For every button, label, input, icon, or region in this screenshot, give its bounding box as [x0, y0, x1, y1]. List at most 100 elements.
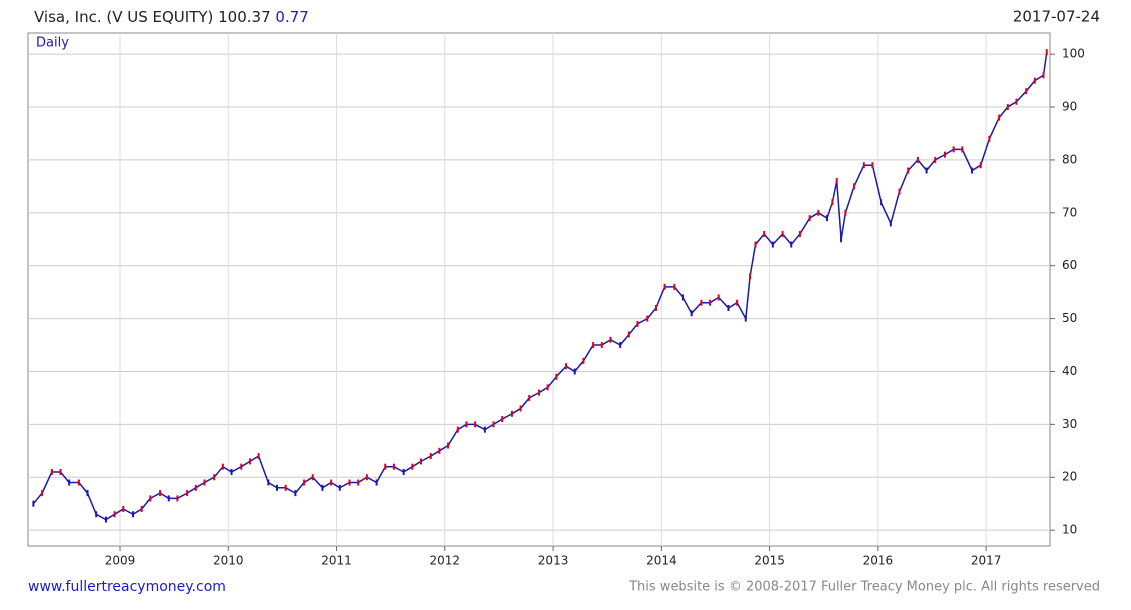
price-bar — [609, 336, 612, 343]
price-bar — [338, 484, 341, 491]
price-bar — [934, 156, 937, 163]
price-bar — [438, 447, 441, 454]
price-bar — [365, 474, 368, 481]
price-bar — [375, 479, 378, 486]
price-bar — [546, 384, 549, 391]
price-bar — [465, 421, 468, 428]
price-bar — [582, 357, 585, 364]
x-tick-label: 2012 — [430, 554, 461, 568]
price-bar — [916, 156, 919, 163]
price-bar — [1045, 49, 1048, 56]
price-bar — [68, 479, 71, 486]
price-bar — [754, 241, 757, 248]
price-bar — [636, 320, 639, 327]
price-bar — [646, 315, 649, 322]
price-bar — [294, 490, 297, 497]
price-bar — [32, 500, 35, 507]
x-tick-label: 2013 — [538, 554, 569, 568]
price-bar — [1033, 77, 1036, 84]
y-tick-label: 70 — [1062, 205, 1077, 219]
price-bar — [41, 490, 44, 497]
price-bar — [519, 405, 522, 412]
chart-title: Visa, Inc. (V US EQUITY) 100.37 — [34, 8, 271, 26]
price-bar — [844, 209, 847, 216]
y-tick-label: 50 — [1062, 311, 1077, 325]
price-bar — [709, 299, 712, 306]
price-bar — [790, 241, 793, 248]
x-tick-label: 2014 — [646, 554, 677, 568]
price-bar — [663, 283, 666, 290]
price-bar — [456, 426, 459, 433]
price-bar — [853, 183, 856, 190]
price-bar — [510, 410, 513, 417]
price-line — [32, 52, 1048, 521]
price-bar — [619, 342, 622, 349]
price-bar — [303, 479, 306, 486]
y-tick-label: 10 — [1062, 523, 1077, 537]
price-bar — [781, 230, 784, 237]
plot-frame — [27, 32, 1051, 547]
price-bar — [943, 151, 946, 158]
price-bar — [284, 484, 287, 491]
price-bar — [700, 299, 703, 306]
price-bar — [727, 305, 730, 312]
price-bar — [840, 236, 843, 243]
price-change: 0.77 — [275, 8, 308, 26]
footer-link[interactable]: www.fullertreacymoney.com — [28, 579, 226, 595]
price-bar — [159, 490, 162, 497]
x-tick-label: 2016 — [863, 554, 894, 568]
price-bar — [1042, 72, 1045, 79]
price-bar — [167, 495, 170, 502]
price-bar — [573, 368, 576, 375]
price-bar — [257, 453, 260, 460]
chart-header: Visa, Inc. (V US EQUITY) 100.37 0.77 — [34, 8, 309, 26]
price-bar — [213, 474, 216, 481]
price-bar — [979, 162, 982, 169]
price-bar — [736, 299, 739, 306]
price-bar — [330, 479, 333, 486]
price-bar — [673, 283, 676, 290]
price-bar — [998, 114, 1001, 121]
price-bar — [311, 474, 314, 481]
price-bar — [681, 294, 684, 301]
price-bar — [907, 167, 910, 174]
x-tick-label: 2017 — [971, 554, 1002, 568]
price-bar — [77, 479, 80, 486]
price-bar — [717, 294, 720, 301]
y-tick-label: 100 — [1062, 47, 1085, 61]
price-bar — [140, 505, 143, 512]
x-tick-label: 2015 — [754, 554, 785, 568]
price-bar — [447, 442, 450, 449]
price-bar — [825, 215, 828, 222]
y-tick-label: 20 — [1062, 470, 1077, 484]
price-bar — [132, 511, 135, 518]
price-bar — [429, 453, 432, 460]
price-bar — [203, 479, 206, 486]
price-bar — [771, 241, 774, 248]
price-bar — [149, 495, 152, 502]
price-bar — [627, 331, 630, 338]
price-bar — [817, 209, 820, 216]
price-bar — [348, 479, 351, 486]
y-tick-label: 80 — [1062, 152, 1077, 166]
price-bar — [50, 468, 53, 475]
price-bar — [880, 199, 883, 206]
price-bar — [240, 463, 243, 470]
y-tick-label: 90 — [1062, 100, 1077, 114]
price-bar — [392, 463, 395, 470]
x-tick-label: 2011 — [321, 554, 352, 568]
price-bar — [528, 394, 531, 401]
price-bar — [86, 490, 89, 497]
price-bar — [1025, 88, 1028, 95]
price-bar — [276, 484, 279, 491]
price-bar — [690, 310, 693, 317]
price-bar — [763, 230, 766, 237]
x-tick-label: 2010 — [213, 554, 244, 568]
price-bar — [1015, 98, 1018, 105]
price-bar — [555, 373, 558, 380]
price-bar — [600, 342, 603, 349]
price-bar — [411, 463, 414, 470]
price-bar — [321, 484, 324, 491]
chart-date: 2017-07-24 — [1013, 8, 1100, 26]
